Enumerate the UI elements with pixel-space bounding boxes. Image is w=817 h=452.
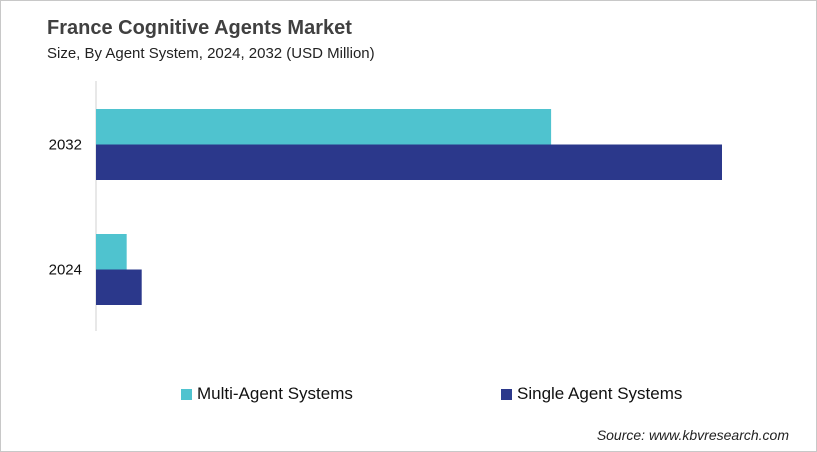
legend-label-multi-agent: Multi-Agent Systems — [197, 384, 353, 403]
bar-2024-multi-agent-systems — [96, 234, 127, 270]
legend-label-single-agent: Single Agent Systems — [517, 384, 683, 403]
category-label-2032: 2032 — [49, 137, 82, 154]
bar-2024-single-agent-systems — [96, 269, 142, 305]
legend-swatch-multi-agent — [181, 388, 192, 400]
bar-2032-multi-agent-systems — [96, 109, 552, 145]
category-label-2024: 2024 — [49, 262, 82, 279]
chart-title: France Cognitive Agents Market — [47, 17, 352, 39]
source-note: Source: www.kbvresearch.com — [596, 427, 789, 443]
legend-item-multi-agent: Multi-Agent Systems — [181, 384, 353, 404]
bar-2032-single-agent-systems — [96, 144, 722, 180]
legend-swatch-single-agent — [501, 388, 512, 400]
legend-item-single-agent: Single Agent Systems — [501, 384, 682, 404]
chart-subtitle: Size, By Agent System, 2024, 2032 (USD M… — [47, 45, 375, 62]
